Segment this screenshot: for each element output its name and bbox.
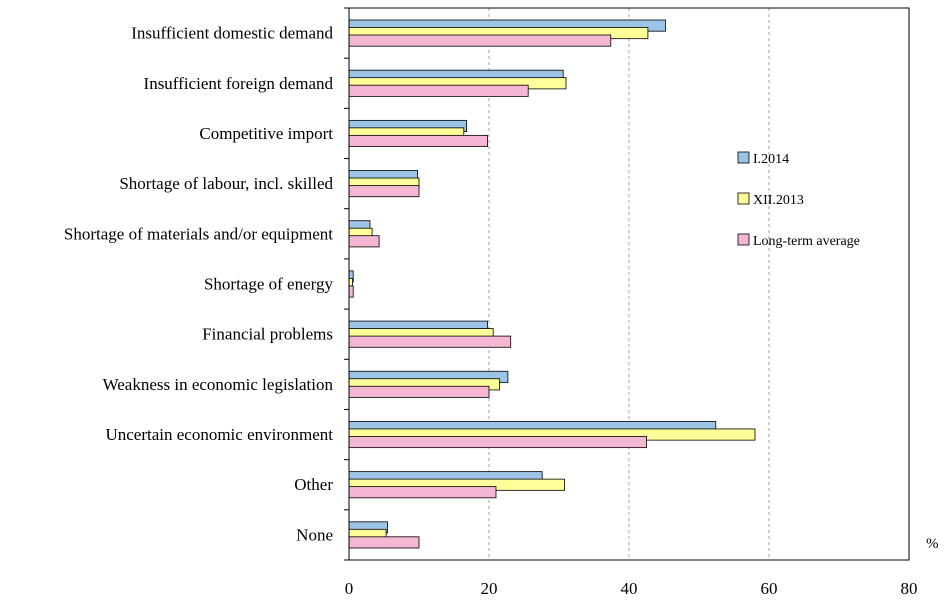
x-tick-label: 20 [481,579,498,598]
bar-long-term-average-none [348,536,420,549]
category-label: Shortage of labour, incl. skilled [119,174,333,193]
axes [344,7,910,561]
category-label: Competitive import [199,124,333,143]
category-label: Uncertain economic environment [105,425,333,444]
category-label: Financial problems [202,325,333,344]
grid [488,8,770,560]
category-label: Shortage of materials and/or equipment [64,224,333,243]
x-tick-label: 0 [345,579,354,598]
bar-long-term-average-insufficient-domestic-demand [348,34,612,47]
bar-long-term-average-shortage-of-energy [348,285,354,298]
category-label: None [296,525,333,544]
category-label: Weakness in economic legislation [103,375,334,394]
x-tick-label: 60 [761,579,778,598]
legend-swatch-xii-2013 [737,192,750,205]
x-tick-label: 80 [901,579,918,598]
category-label: Insufficient domestic demand [131,24,333,43]
legend-swatch-i-2014 [737,151,750,164]
bar-long-term-average-other [348,486,497,499]
unit-label: % [926,536,939,552]
legend-label-xii-2013: XII.2013 [753,193,804,208]
bar-long-term-average-uncertain-economic-environment [348,436,647,449]
bar-long-term-average-financial-problems [348,335,512,348]
x-tick-labels: 0 20 40 60 80 [345,579,918,598]
category-label: Other [294,475,333,494]
plot-frame [348,7,910,561]
legend: I.2014 XII.2013 Long-term average [737,151,860,249]
bar-long-term-average-shortage-of-labour-incl-skilled [348,185,420,198]
legend-label-i-2014: I.2014 [753,152,789,167]
legend-label-long-term-average: Long-term average [753,234,860,249]
bar-long-term-average-competitive-import [348,134,489,147]
bar-long-term-average-shortage-of-materials-and-or-equipment [348,235,380,248]
x-tick-label: 40 [621,579,638,598]
bar-long-term-average-insufficient-foreign-demand [348,84,529,97]
category-label: Shortage of energy [204,275,334,294]
legend-swatch-long-term-average [737,233,750,246]
category-labels: Insufficient domestic demand Insufficient… [64,24,334,545]
bars [348,19,756,549]
bar-long-term-average-weakness-in-economic-legislation [348,385,490,398]
category-label: Insufficient foreign demand [144,74,334,93]
